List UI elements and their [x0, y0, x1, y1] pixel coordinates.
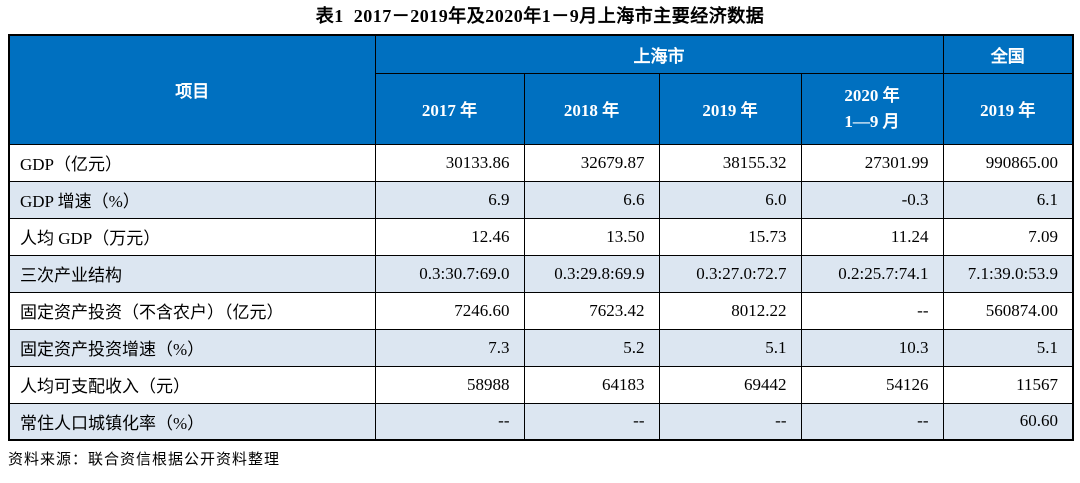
row-label: 常住人口城镇化率（%）: [8, 402, 376, 441]
cell-value: 60.60: [942, 402, 1074, 441]
cell-value: 11567: [942, 365, 1074, 404]
cell-value: --: [374, 402, 525, 441]
row-label: 固定资产投资增速（%）: [8, 328, 376, 367]
cell-value: 32679.87: [523, 143, 660, 182]
table-row: 固定资产投资增速（%） 7.3 5.2 5.1 10.3 5.1: [8, 328, 1074, 367]
cell-value: 0.3:27.0:72.7: [658, 254, 802, 293]
cell-value: 12.46: [374, 217, 525, 256]
cell-value: --: [523, 402, 660, 441]
header-year-2018: 2018 年: [523, 72, 660, 145]
cell-value: 990865.00: [942, 143, 1074, 182]
cell-value: 7.09: [942, 217, 1074, 256]
cell-value: 8012.22: [658, 291, 802, 330]
table-title: 表1 2017－2019年及2020年1－9月上海市主要经济数据: [315, 6, 765, 26]
cell-value: 54126: [800, 365, 944, 404]
cell-value: 560874.00: [942, 291, 1074, 330]
header-item: 项目: [8, 34, 376, 145]
table-body: GDP（亿元） 30133.86 32679.87 38155.32 27301…: [8, 143, 1074, 441]
table-row: 人均可支配收入（元） 58988 64183 69442 54126 11567: [8, 365, 1074, 404]
table-header: 项目 上海市 全国 2017 年 2018 年 2019 年 2020 年 1—…: [8, 34, 1074, 145]
cell-value: 0.2:25.7:74.1: [800, 254, 944, 293]
cell-value: 10.3: [800, 328, 944, 367]
cell-value: 11.24: [800, 217, 944, 256]
row-label: 三次产业结构: [8, 254, 376, 293]
table-row: 三次产业结构 0.3:30.7:69.0 0.3:29.8:69.9 0.3:2…: [8, 254, 1074, 293]
header-year-2020-line2: 1—9 月: [844, 111, 900, 131]
header-year-row: 2017 年 2018 年 2019 年 2020 年 1—9 月 2019 年: [9, 72, 1074, 145]
header-year-2020-1-9: 2020 年 1—9 月: [800, 72, 944, 145]
header-region-national: 全国: [942, 34, 1074, 74]
cell-value: 0.3:30.7:69.0: [374, 254, 525, 293]
table-row: 常住人口城镇化率（%） -- -- -- -- 60.60: [8, 402, 1074, 441]
cell-value: 6.6: [523, 180, 660, 219]
cell-value: 5.1: [658, 328, 802, 367]
cell-value: 13.50: [523, 217, 660, 256]
header-year-2020-line1: 2020 年: [844, 85, 900, 105]
cell-value: 7246.60: [374, 291, 525, 330]
header-group-row: 项目 上海市 全国: [8, 34, 1074, 145]
cell-value: 0.3:29.8:69.9: [523, 254, 660, 293]
cell-value: 6.1: [942, 180, 1074, 219]
header-year-2019: 2019 年: [658, 72, 802, 145]
header-year-2017: 2017 年: [374, 72, 525, 145]
row-label: 人均 GDP（万元）: [8, 217, 376, 256]
cell-value: 38155.32: [658, 143, 802, 182]
table-row: 人均 GDP（万元） 12.46 13.50 15.73 11.24 7.09: [8, 217, 1074, 256]
header-region-shanghai: 上海市: [374, 34, 944, 74]
row-label: GDP 增速（%）: [8, 180, 376, 219]
cell-value: --: [658, 402, 802, 441]
cell-value: 58988: [374, 365, 525, 404]
cell-value: 27301.99: [800, 143, 944, 182]
cell-value: 6.0: [658, 180, 802, 219]
cell-value: 5.2: [523, 328, 660, 367]
cell-value: 6.9: [374, 180, 525, 219]
cell-value: --: [800, 402, 944, 441]
cell-value: 7.1:39.0:53.9: [942, 254, 1074, 293]
economic-data-table: 项目 上海市 全国 2017 年 2018 年 2019 年 2020 年 1—…: [8, 34, 1074, 441]
cell-value: 64183: [523, 365, 660, 404]
table-row: GDP 增速（%） 6.9 6.6 6.0 -0.3 6.1: [8, 180, 1074, 219]
header-national-2019: 2019 年: [942, 72, 1074, 145]
cell-value: 7.3: [374, 328, 525, 367]
row-label: 固定资产投资（不含农户）（亿元）: [8, 291, 376, 330]
cell-value: 7623.42: [523, 291, 660, 330]
cell-value: 15.73: [658, 217, 802, 256]
table-row: GDP（亿元） 30133.86 32679.87 38155.32 27301…: [8, 143, 1074, 182]
cell-value: --: [800, 291, 944, 330]
cell-value: 5.1: [942, 328, 1074, 367]
row-label: GDP（亿元）: [8, 143, 376, 182]
cell-value: 69442: [658, 365, 802, 404]
source-note: 资料来源：联合资信根据公开资料整理: [8, 452, 281, 468]
cell-value: -0.3: [800, 180, 944, 219]
table-row: 固定资产投资（不含农户）（亿元） 7246.60 7623.42 8012.22…: [8, 291, 1074, 330]
cell-value: 30133.86: [374, 143, 525, 182]
row-label: 人均可支配收入（元）: [8, 365, 376, 404]
